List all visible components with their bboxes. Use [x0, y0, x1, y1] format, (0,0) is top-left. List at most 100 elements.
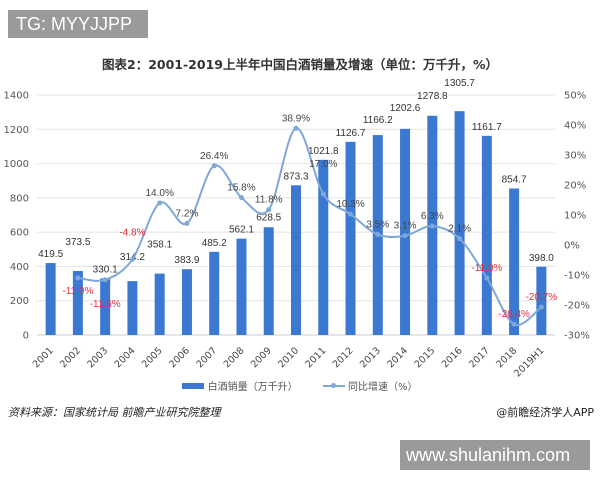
growth-point [102, 277, 108, 283]
bar [236, 238, 247, 335]
right-tick-label: -20% [564, 301, 590, 312]
bar [209, 251, 220, 335]
left-tick-label: 400 [10, 262, 29, 273]
x-tick-label: 2002 [58, 345, 83, 370]
x-tick-label: 2009 [249, 345, 274, 370]
x-tick-label: 2014 [385, 345, 410, 370]
growth-label: -11.6% [90, 299, 121, 310]
legend-bar-swatch [182, 382, 205, 389]
growth-point [348, 211, 354, 217]
growth-point [429, 223, 435, 229]
bar-label: 358.1 [147, 240, 172, 251]
bar-label: 373.5 [65, 237, 90, 248]
growth-point [402, 233, 408, 239]
x-tick-label: 2001 [31, 345, 56, 370]
growth-label: 14.0% [146, 188, 174, 199]
legend-line-swatch [322, 382, 345, 388]
bar-label: 873.3 [283, 171, 308, 182]
right-tick-label: 0% [564, 241, 580, 252]
growth-label: 17.0% [309, 159, 337, 170]
right-tick-label: 20% [564, 181, 586, 192]
x-tick-label: 2004 [113, 345, 138, 370]
x-tick-label: 2006 [167, 345, 192, 370]
x-tick-label: 2010 [276, 345, 301, 370]
bar [154, 273, 165, 335]
banner: TG: MYYJJPP [8, 10, 148, 38]
bar [536, 266, 547, 335]
x-tick-label: 2018 [494, 345, 519, 370]
growth-point [320, 191, 326, 197]
growth-point [538, 304, 544, 310]
left-tick-label: 800 [10, 193, 29, 204]
growth-point [457, 236, 463, 242]
x-tick-label: 2008 [222, 345, 247, 370]
growth-point [293, 125, 299, 131]
growth-point [129, 256, 135, 262]
bar [72, 270, 83, 335]
bar-label: 854.7 [502, 174, 527, 185]
right-tick-label: -30% [564, 331, 590, 342]
growth-line [77, 127, 542, 326]
bar [127, 281, 138, 335]
bar-label: 1202.6 [390, 103, 421, 114]
growth-label: -20.7% [526, 292, 558, 303]
right-tick-label: 40% [564, 121, 586, 132]
growth-label: 7.2% [176, 208, 199, 219]
bar-label: 628.5 [256, 212, 281, 223]
growth-point [75, 275, 81, 281]
bar-label: 1278.8 [417, 91, 448, 102]
x-tick-label: 2007 [194, 345, 219, 370]
growth-label: 26.4% [200, 151, 228, 162]
bar [181, 269, 192, 335]
chart-title: 图表2：2001-2019上半年中国白酒销量及增速（单位：万千升，%） [102, 57, 498, 72]
bar [345, 141, 356, 335]
bar-label: 398.0 [529, 253, 554, 264]
watermark: www.shulanihm.com [400, 440, 590, 470]
left-tick-label: 600 [10, 228, 29, 239]
x-tick-label: 2005 [140, 345, 165, 370]
bar-label: 1021.8 [308, 146, 339, 157]
growth-point [511, 321, 517, 327]
x-tick-label: 2011 [304, 345, 329, 370]
bar [318, 159, 329, 335]
right-tick-label: -10% [564, 271, 590, 282]
bar-label: 1126.7 [336, 128, 366, 139]
bar [400, 128, 411, 335]
bar [263, 227, 274, 335]
x-tick-label: 2019H1 [512, 345, 546, 379]
growth-label: 3.5% [366, 220, 389, 231]
right-tick-label: 50% [564, 91, 586, 102]
legend-line-label: 同比增速（%） [348, 382, 418, 393]
bar [100, 278, 111, 335]
growth-label: 10.3% [336, 199, 364, 210]
x-tick-label: 2015 [413, 345, 438, 370]
x-tick-label: 2013 [358, 345, 383, 370]
growth-label: -11.0% [471, 263, 502, 274]
right-tick-label: 10% [564, 211, 586, 222]
bar-label: 1161.7 [472, 122, 502, 133]
left-tick-label: 200 [10, 296, 29, 307]
bar [291, 185, 301, 335]
bar-label: 383.9 [174, 255, 199, 266]
growth-label: 11.8% [255, 195, 283, 206]
bar [454, 111, 465, 335]
bar [45, 263, 56, 335]
growth-label: -11.0% [62, 286, 93, 297]
growth-label: -4.8% [119, 227, 145, 238]
x-tick-label: 2012 [331, 345, 356, 370]
bar [509, 188, 520, 335]
bar-label: 330.1 [93, 264, 118, 275]
growth-point [238, 195, 244, 201]
left-tick-label: 1000 [4, 159, 29, 170]
growth-point [266, 207, 272, 213]
legend: 白酒销量（万千升） 同比增速（%） [0, 378, 600, 393]
bar-label: 419.5 [38, 249, 63, 260]
growth-point [484, 275, 490, 281]
bar-label: 1305.7 [444, 78, 475, 89]
bar-label: 1166.2 [363, 115, 393, 126]
growth-point [157, 200, 163, 206]
growth-point [375, 232, 381, 237]
bar-label: 562.1 [229, 225, 254, 236]
